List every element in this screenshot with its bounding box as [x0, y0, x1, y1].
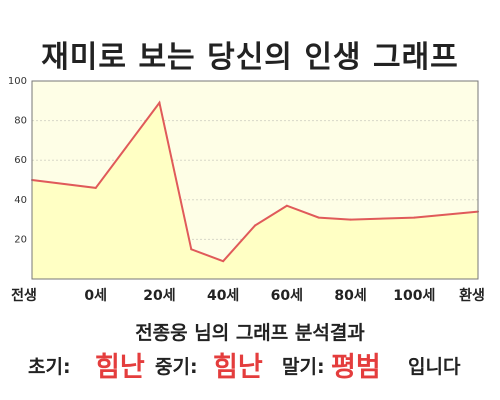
- x-tick-0: 전생: [11, 287, 37, 304]
- data-point-1: [94, 186, 97, 189]
- y-tick-100: 100: [8, 76, 27, 87]
- data-point-9: [413, 216, 416, 219]
- x-tick-7: 환생: [459, 287, 485, 304]
- data-point-7: [317, 216, 320, 219]
- stage-value-early: 힘난: [95, 352, 145, 383]
- y-tick-40: 40: [14, 195, 27, 206]
- data-point-8: [349, 218, 352, 221]
- data-point-4: [222, 260, 225, 263]
- plot-border: [31, 80, 479, 280]
- stage-label-late: 말기:: [282, 356, 325, 378]
- y-tick-80: 80: [14, 116, 27, 127]
- x-tick-4: 60세: [271, 288, 303, 304]
- stage-value-middle: 힘난: [213, 352, 263, 383]
- x-tick-6: 100세: [393, 288, 435, 304]
- x-tick-2: 20세: [143, 288, 175, 304]
- x-tick-3: 40세: [207, 288, 239, 304]
- data-point-2: [158, 101, 161, 104]
- stage-label-middle: 중기:: [155, 356, 198, 378]
- stage-value-late: 평범: [331, 352, 381, 383]
- x-tick-5: 80세: [334, 288, 366, 304]
- life-graph: 20 40 60 80 100 전생 0세 20세 40세 60세 80세 100세 환생: [8, 76, 485, 304]
- data-point-3: [190, 248, 193, 251]
- stage-summary: 초기: 힘난 중기: 힘난 말기: 평범 입니다: [0, 342, 500, 383]
- analysis-result-text: 전종웅 님의 그래프 분석결과: [135, 322, 365, 344]
- data-point-5: [254, 224, 256, 227]
- stage-label-early: 초기:: [28, 356, 71, 378]
- y-tick-20: 20: [14, 234, 27, 245]
- stage-suffix: 입니다: [408, 356, 461, 378]
- x-tick-1: 0세: [84, 288, 107, 304]
- y-tick-60: 60: [14, 155, 27, 166]
- data-point-6: [285, 204, 288, 207]
- chart-title: 재미로 보는 당신의 인생 그래프: [41, 40, 459, 75]
- area-fill: [32, 102, 478, 279]
